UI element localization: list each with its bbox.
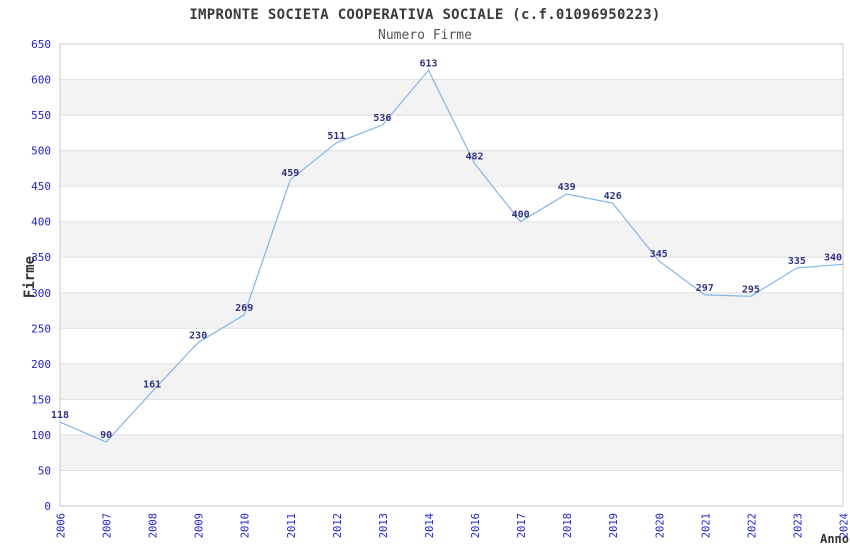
y-tick-labels: 0 50 100 150 200 250 300 350 400 450 500 550 600 650: [31, 38, 51, 513]
svg-text:230: 230: [189, 331, 207, 342]
svg-text:250: 250: [31, 322, 51, 335]
svg-text:340: 340: [824, 252, 842, 263]
svg-text:335: 335: [788, 256, 806, 267]
svg-text:269: 269: [235, 303, 253, 314]
svg-text:0: 0: [44, 500, 51, 513]
svg-text:118: 118: [51, 410, 69, 421]
svg-text:2016: 2016: [470, 513, 482, 538]
svg-text:150: 150: [31, 393, 51, 406]
svg-text:2010: 2010: [240, 513, 252, 538]
svg-text:600: 600: [31, 74, 51, 87]
svg-text:2019: 2019: [608, 513, 620, 538]
svg-text:2024: 2024: [839, 513, 850, 538]
x-tick-labels: 2006 2007 2008 2009 2010 2011 2012 2013 2014 2016…: [56, 513, 850, 538]
svg-text:50: 50: [38, 465, 51, 478]
svg-text:511: 511: [327, 131, 345, 142]
svg-text:459: 459: [281, 168, 299, 179]
svg-text:400: 400: [31, 216, 51, 229]
svg-text:439: 439: [558, 182, 576, 193]
svg-text:536: 536: [373, 113, 391, 124]
grid-bands: [60, 79, 843, 471]
svg-text:2014: 2014: [424, 513, 436, 538]
svg-text:500: 500: [31, 145, 51, 158]
svg-text:345: 345: [650, 249, 668, 260]
data-line: [59, 69, 844, 443]
svg-text:2017: 2017: [516, 513, 528, 538]
svg-text:2013: 2013: [378, 513, 390, 538]
value-labels: 118 90 161 230 269 459 511 536 613 482 400 439 426 34…: [51, 58, 842, 441]
svg-text:650: 650: [31, 38, 51, 51]
svg-text:2007: 2007: [102, 513, 114, 538]
svg-text:2018: 2018: [562, 513, 574, 538]
gridlines: [60, 79, 843, 471]
svg-text:300: 300: [31, 287, 51, 300]
svg-text:400: 400: [512, 210, 530, 221]
svg-text:2006: 2006: [56, 513, 68, 538]
svg-text:100: 100: [31, 429, 51, 442]
x-axis-title: Anno: [820, 532, 849, 546]
svg-text:2011: 2011: [286, 513, 298, 538]
svg-text:2023: 2023: [792, 513, 804, 538]
chart-title: IMPRONTE SOCIETA COOPERATIVA SOCIALE (c.…: [189, 7, 661, 23]
svg-text:2021: 2021: [700, 513, 712, 538]
svg-text:550: 550: [31, 109, 51, 122]
svg-text:2009: 2009: [194, 513, 206, 538]
svg-text:2022: 2022: [746, 513, 758, 538]
svg-text:426: 426: [604, 191, 622, 202]
svg-text:161: 161: [143, 380, 161, 391]
chart-subtitle: Numero Firme: [378, 28, 472, 43]
svg-text:613: 613: [419, 58, 437, 69]
svg-text:200: 200: [31, 358, 51, 371]
svg-text:295: 295: [742, 284, 760, 295]
svg-text:482: 482: [465, 151, 483, 162]
plot-border: [59, 43, 844, 507]
svg-text:90: 90: [100, 430, 112, 441]
svg-text:2008: 2008: [148, 513, 160, 538]
svg-text:350: 350: [31, 251, 51, 264]
svg-text:297: 297: [696, 283, 714, 294]
svg-text:2012: 2012: [332, 513, 344, 538]
svg-text:2020: 2020: [654, 513, 666, 538]
svg-text:450: 450: [31, 180, 51, 193]
